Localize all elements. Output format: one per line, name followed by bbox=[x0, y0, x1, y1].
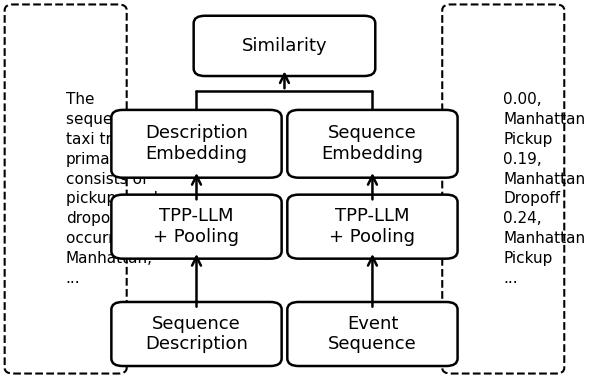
FancyBboxPatch shape bbox=[194, 16, 376, 76]
Text: 0.00,
Manhattan
Pickup
0.19,
Manhattan
Dropoff
0.24,
Manhattan
Pickup
...: 0.00, Manhattan Pickup 0.19, Manhattan D… bbox=[504, 92, 585, 286]
FancyBboxPatch shape bbox=[111, 110, 282, 178]
FancyBboxPatch shape bbox=[287, 110, 457, 178]
FancyBboxPatch shape bbox=[111, 302, 282, 366]
FancyBboxPatch shape bbox=[111, 195, 282, 259]
Text: Event
Sequence: Event Sequence bbox=[328, 314, 417, 353]
Text: The
sequence of
taxi trips
primarily
consists of
pickups and
dropoffs
occurring : The sequence of taxi trips primarily con… bbox=[66, 92, 159, 286]
Text: Description
Embedding: Description Embedding bbox=[145, 124, 248, 163]
Text: TPP-LLM
+ Pooling: TPP-LLM + Pooling bbox=[329, 207, 416, 246]
Text: TPP-LLM
+ Pooling: TPP-LLM + Pooling bbox=[154, 207, 240, 246]
FancyBboxPatch shape bbox=[287, 302, 457, 366]
FancyBboxPatch shape bbox=[443, 5, 565, 373]
FancyBboxPatch shape bbox=[287, 195, 457, 259]
Text: Sequence
Embedding: Sequence Embedding bbox=[322, 124, 423, 163]
FancyBboxPatch shape bbox=[5, 5, 127, 373]
Text: Sequence
Description: Sequence Description bbox=[145, 314, 248, 353]
Text: Similarity: Similarity bbox=[242, 37, 327, 55]
